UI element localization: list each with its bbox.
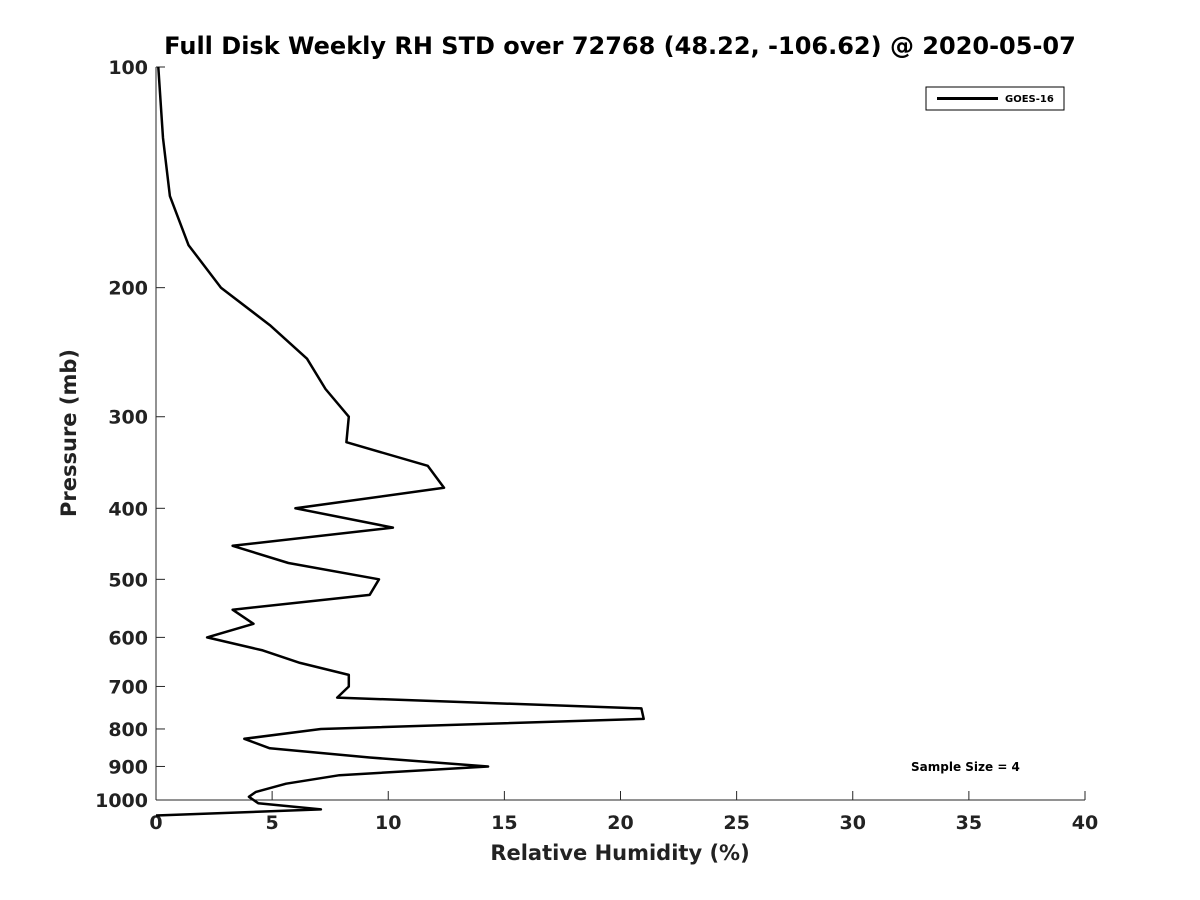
- x-tick-label-5: 5: [266, 812, 279, 834]
- y-axis: 100 200 300 400 500 600 700 800 900 1000: [95, 57, 165, 812]
- y-tick-label-300: 300: [108, 407, 148, 429]
- legend-label-goes-16: GOES-16: [1005, 94, 1054, 105]
- x-axis-label: Relative Humidity (%): [490, 841, 749, 865]
- y-tick-label-700: 700: [108, 676, 148, 698]
- y-tick-label-400: 400: [108, 498, 148, 520]
- series-line-goes-16: [155, 66, 645, 817]
- x-tick-label-0: 0: [149, 812, 162, 834]
- y-tick-label-100: 100: [108, 57, 148, 79]
- x-tick-label-40: 40: [1072, 812, 1098, 834]
- chart-title: Full Disk Weekly RH STD over 72768 (48.2…: [164, 32, 1076, 60]
- x-tick-label-15: 15: [491, 812, 517, 834]
- legend: GOES-16: [925, 86, 1065, 111]
- y-tick-label-800: 800: [108, 719, 148, 741]
- y-axis-label: Pressure (mb): [57, 349, 81, 517]
- x-tick-label-25: 25: [723, 812, 749, 834]
- x-tick-label-20: 20: [607, 812, 633, 834]
- x-tick-label-30: 30: [840, 812, 866, 834]
- y-tick-label-500: 500: [108, 569, 148, 591]
- x-tick-label-35: 35: [956, 812, 982, 834]
- y-tick-label-900: 900: [108, 756, 148, 778]
- x-tick-label-10: 10: [375, 812, 401, 834]
- sample-size-annotation: Sample Size = 4: [911, 760, 1020, 774]
- y-tick-label-600: 600: [108, 627, 148, 649]
- y-tick-label-1000: 1000: [95, 790, 148, 812]
- x-axis: 0 5 10 15 20 25 30 35 40: [149, 791, 1098, 834]
- y-tick-label-200: 200: [108, 278, 148, 300]
- plot-area: [155, 66, 645, 817]
